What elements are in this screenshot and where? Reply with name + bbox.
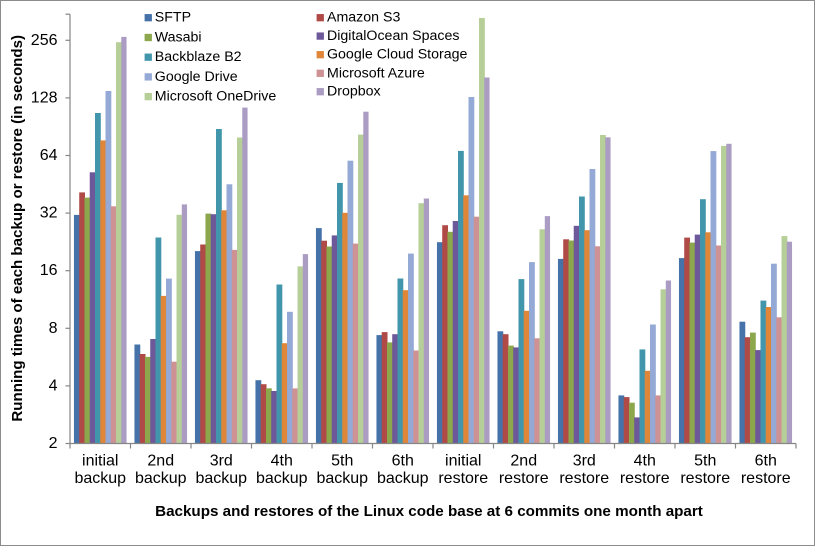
svg-text:16: 16 (40, 262, 58, 279)
svg-text:restore: restore (680, 470, 730, 487)
svg-text:restore: restore (620, 470, 670, 487)
svg-text:Microsoft OneDrive: Microsoft OneDrive (155, 89, 277, 105)
svg-text:Microsoft Azure: Microsoft Azure (327, 65, 425, 81)
svg-text:4: 4 (49, 377, 58, 394)
svg-text:64: 64 (40, 147, 58, 164)
svg-text:Backups and restores of the Li: Backups and restores of the Linux code b… (155, 503, 703, 520)
svg-text:2: 2 (49, 435, 58, 452)
svg-text:256: 256 (31, 32, 58, 49)
svg-text:Wasabi: Wasabi (155, 30, 202, 46)
svg-text:restore: restore (559, 470, 609, 487)
svg-text:backup: backup (316, 470, 368, 487)
svg-text:6th: 6th (755, 453, 777, 470)
svg-text:Backblaze B2: Backblaze B2 (155, 49, 242, 65)
svg-text:4th: 4th (271, 453, 293, 470)
svg-text:2nd: 2nd (510, 453, 537, 470)
svg-text:backup: backup (135, 470, 187, 487)
svg-text:SFTP: SFTP (155, 10, 191, 26)
svg-text:Dropbox: Dropbox (327, 84, 381, 100)
svg-text:Amazon S3: Amazon S3 (327, 10, 400, 26)
svg-text:backup: backup (195, 470, 247, 487)
svg-text:8: 8 (49, 320, 58, 337)
svg-text:restore: restore (438, 470, 488, 487)
svg-text:backup: backup (256, 470, 308, 487)
svg-text:3rd: 3rd (210, 453, 233, 470)
svg-text:backup: backup (377, 470, 429, 487)
svg-text:4th: 4th (634, 453, 656, 470)
svg-text:2nd: 2nd (147, 453, 174, 470)
svg-text:backup: backup (74, 470, 126, 487)
svg-text:Google Cloud Storage: Google Cloud Storage (327, 47, 468, 63)
svg-text:5th: 5th (694, 453, 716, 470)
svg-text:initial: initial (82, 453, 118, 470)
svg-text:6th: 6th (392, 453, 414, 470)
svg-text:128: 128 (31, 89, 58, 106)
svg-text:restore: restore (499, 470, 549, 487)
svg-text:initial: initial (445, 453, 481, 470)
svg-text:Google Drive: Google Drive (155, 69, 238, 85)
svg-text:32: 32 (40, 205, 58, 222)
svg-text:Running times of each backup o: Running times of each backup or restore … (9, 35, 26, 422)
svg-text:restore: restore (741, 470, 791, 487)
svg-text:3rd: 3rd (573, 453, 596, 470)
svg-text:DigitalOcean Spaces: DigitalOcean Spaces (327, 28, 460, 44)
svg-text:5th: 5th (331, 453, 353, 470)
